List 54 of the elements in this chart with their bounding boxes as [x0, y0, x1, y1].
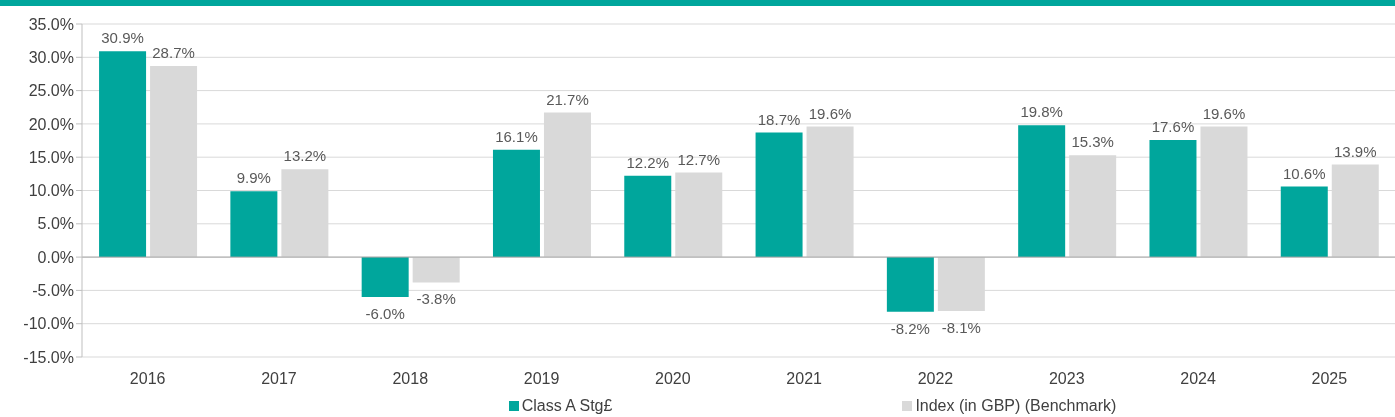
data-label: -3.8%	[416, 290, 456, 308]
bar	[1018, 125, 1066, 258]
data-label: 28.7%	[152, 43, 195, 61]
data-label: 10.6%	[1283, 164, 1326, 182]
bar	[624, 175, 672, 258]
data-label: -8.2%	[890, 319, 930, 337]
y-tick-label: 35.0%	[28, 15, 74, 33]
data-label: 19.6%	[808, 104, 852, 122]
x-tick-label: 2021	[786, 370, 823, 388]
bar	[361, 257, 409, 298]
data-label: 12.7%	[677, 150, 721, 168]
y-tick-label: 10.0%	[28, 182, 74, 200]
x-tick-label: 2023	[1048, 370, 1085, 388]
x-tick-label: 2019	[523, 370, 560, 388]
data-label: 16.1%	[495, 127, 538, 145]
x-tick-label: 2016	[129, 370, 166, 388]
bar	[99, 51, 147, 258]
bar	[412, 257, 460, 283]
bar	[230, 191, 278, 258]
y-tick-label: 30.0%	[28, 48, 74, 66]
data-label: 18.7%	[757, 110, 801, 128]
data-label: 12.2%	[626, 153, 670, 171]
bar	[492, 149, 540, 258]
data-label: 19.8%	[1020, 103, 1063, 121]
x-tick-label: 2024	[1180, 370, 1216, 388]
data-label: 9.9%	[236, 169, 271, 187]
x-tick-label: 2018	[392, 370, 429, 388]
bar	[1280, 186, 1328, 258]
data-label: 19.6%	[1202, 104, 1246, 122]
y-tick-label: -15.0%	[23, 348, 74, 366]
data-label: 21.7%	[546, 90, 589, 108]
legend-label: Class A Stg£	[520, 397, 613, 415]
y-tick-label: 15.0%	[28, 148, 74, 166]
y-tick-label: 0.0%	[37, 248, 74, 266]
data-label: -6.0%	[365, 305, 405, 323]
y-tick-label: 20.0%	[28, 115, 74, 133]
legend-label: Index (in GBP) (Benchmark)	[914, 397, 1117, 415]
y-tick-label: -10.0%	[23, 315, 74, 333]
x-tick-label: 2017	[261, 370, 297, 388]
x-tick-label: 2022	[917, 370, 954, 388]
y-tick-label: 25.0%	[28, 82, 74, 100]
data-label: -8.1%	[941, 319, 981, 337]
data-label: 15.3%	[1071, 133, 1114, 151]
bar	[755, 132, 803, 258]
x-tick-label: 2025	[1311, 370, 1348, 388]
bar	[886, 257, 934, 312]
y-tick-label: -5.0%	[32, 282, 74, 300]
data-label: 30.9%	[101, 29, 144, 47]
x-tick-label: 2020	[655, 370, 691, 388]
y-tick-label: 5.0%	[37, 215, 74, 233]
data-label: 13.2%	[283, 147, 327, 165]
data-label: 13.9%	[1334, 142, 1377, 160]
data-label: 17.6%	[1151, 117, 1195, 135]
bar	[1149, 139, 1197, 258]
